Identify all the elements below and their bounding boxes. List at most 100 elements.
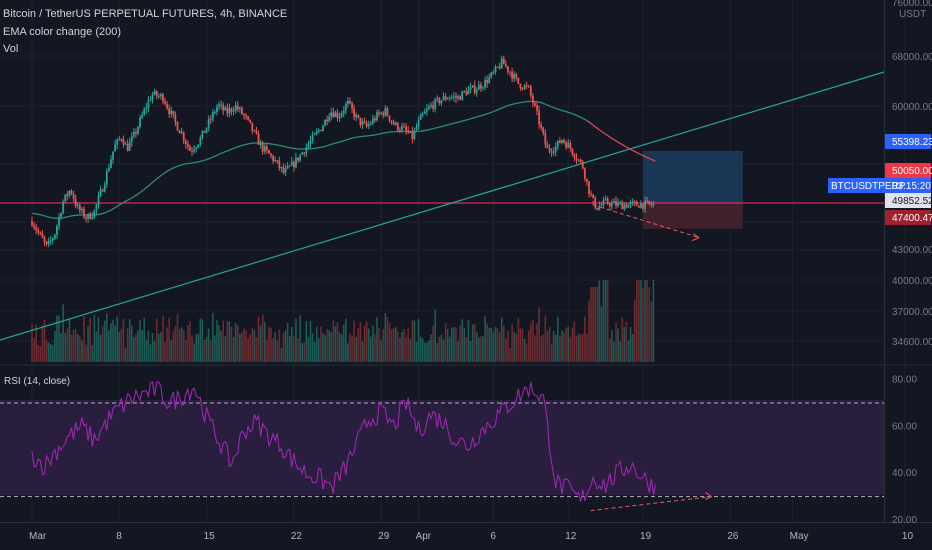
- volume-bar: [276, 340, 279, 362]
- candle-body: [531, 95, 534, 104]
- volume-bar: [245, 330, 247, 362]
- candle-body: [637, 205, 640, 208]
- volume-bar: [347, 343, 349, 362]
- candle-body: [126, 143, 129, 151]
- candle-body: [222, 104, 225, 111]
- volume-bar: [644, 280, 646, 362]
- volume-bar: [629, 327, 632, 362]
- candle-body: [442, 96, 445, 101]
- candle-body: [494, 66, 497, 73]
- volume-bar: [546, 331, 549, 362]
- volume-bar: [421, 338, 424, 362]
- candle-body: [621, 202, 624, 210]
- candle-body: [521, 88, 524, 90]
- candle-body: [249, 119, 252, 123]
- volume-bar: [349, 333, 351, 362]
- candle-body: [195, 147, 198, 150]
- volume-bar: [236, 325, 239, 362]
- candle-body: [184, 140, 187, 144]
- ema-line: [31, 100, 656, 219]
- candle-body: [95, 204, 98, 211]
- candle-body: [162, 94, 164, 102]
- indicator-ema-label[interactable]: EMA color change (200): [3, 26, 122, 38]
- candle-body: [353, 108, 356, 118]
- candle-body: [170, 110, 173, 114]
- candle-body: [374, 118, 376, 121]
- candle-body: [355, 114, 358, 118]
- volume-bar: [359, 322, 362, 362]
- candle-body: [153, 91, 156, 95]
- volume-bar: [471, 324, 474, 362]
- target-price-label: 55398.23: [892, 137, 932, 148]
- candle-body: [546, 144, 549, 149]
- candle-body: [330, 112, 333, 117]
- candle-body: [527, 85, 530, 87]
- volume-bar: [168, 317, 170, 362]
- candle-body: [457, 96, 459, 99]
- candle-body: [407, 130, 410, 133]
- candle-body: [305, 147, 308, 154]
- volume-bar: [365, 321, 368, 362]
- candles: [31, 55, 655, 248]
- volume-bar: [301, 343, 303, 362]
- candle-body: [37, 230, 40, 233]
- rsi-axis[interactable]: 80.00 60.00 40.00 20.00: [892, 375, 917, 526]
- volume-bar: [523, 338, 526, 362]
- volume-bar: [465, 337, 468, 362]
- volume-bar: [519, 328, 522, 362]
- candle-body: [297, 157, 299, 161]
- volume-bar: [525, 343, 528, 362]
- volume-bar: [324, 335, 326, 362]
- volume-bar: [126, 328, 129, 362]
- volume-bar: [544, 315, 547, 362]
- candle-body: [228, 108, 231, 114]
- candle-body: [438, 98, 441, 104]
- price-axis[interactable]: 68000.00 60000.00 43000.00 40000.00 37000.00…: [892, 52, 932, 348]
- volume-bar: [627, 340, 630, 362]
- candle-body: [461, 91, 464, 100]
- volume-bar: [345, 318, 347, 362]
- volume-bar: [633, 299, 636, 362]
- candle-body: [64, 194, 67, 202]
- volume-bar: [81, 340, 83, 362]
- candle-body: [569, 143, 572, 149]
- volume-bar: [604, 280, 607, 362]
- volume-bar: [222, 320, 225, 362]
- position-zones: [643, 150, 743, 229]
- candle-body: [413, 130, 416, 139]
- volume-bar: [586, 333, 588, 362]
- candle-body: [220, 104, 223, 106]
- candle-body: [309, 140, 312, 145]
- volume-bar: [515, 333, 518, 362]
- candle-body: [284, 168, 287, 173]
- volume-bar: [51, 345, 54, 362]
- rsi-title: RSI (14, close): [4, 376, 70, 387]
- stop-price-tag: 47400.47: [885, 210, 932, 225]
- volume-bar: [108, 330, 110, 362]
- volume-bar: [598, 280, 601, 362]
- candle-body: [241, 107, 243, 115]
- volume-bar: [617, 328, 619, 362]
- volume-bar: [191, 335, 193, 362]
- candle-body: [85, 217, 87, 219]
- time-axis[interactable]: Mar 8 15 22 29 Apr 6 12 19 26 May 10: [29, 531, 913, 542]
- volume-bar: [434, 309, 436, 362]
- volume-bar: [455, 326, 457, 362]
- volume-bar: [266, 339, 268, 362]
- volume-bar: [588, 300, 590, 362]
- candle-body: [409, 131, 412, 133]
- volume-bar: [342, 324, 345, 362]
- volume-bar: [459, 325, 461, 362]
- candle-body: [453, 96, 455, 98]
- volume-bar: [355, 337, 358, 362]
- candle-body: [344, 103, 347, 111]
- candle-body: [581, 161, 584, 169]
- candle-body: [89, 213, 92, 219]
- volume-bar: [112, 319, 114, 362]
- volume-bar: [72, 329, 75, 362]
- candle-body: [376, 112, 378, 121]
- candle-body: [292, 161, 295, 168]
- indicator-volume-label[interactable]: Vol: [3, 43, 19, 55]
- chart-title[interactable]: Bitcoin / TetherUS PERPETUAL FUTURES, 4h…: [3, 8, 288, 20]
- volume-bar: [224, 336, 227, 362]
